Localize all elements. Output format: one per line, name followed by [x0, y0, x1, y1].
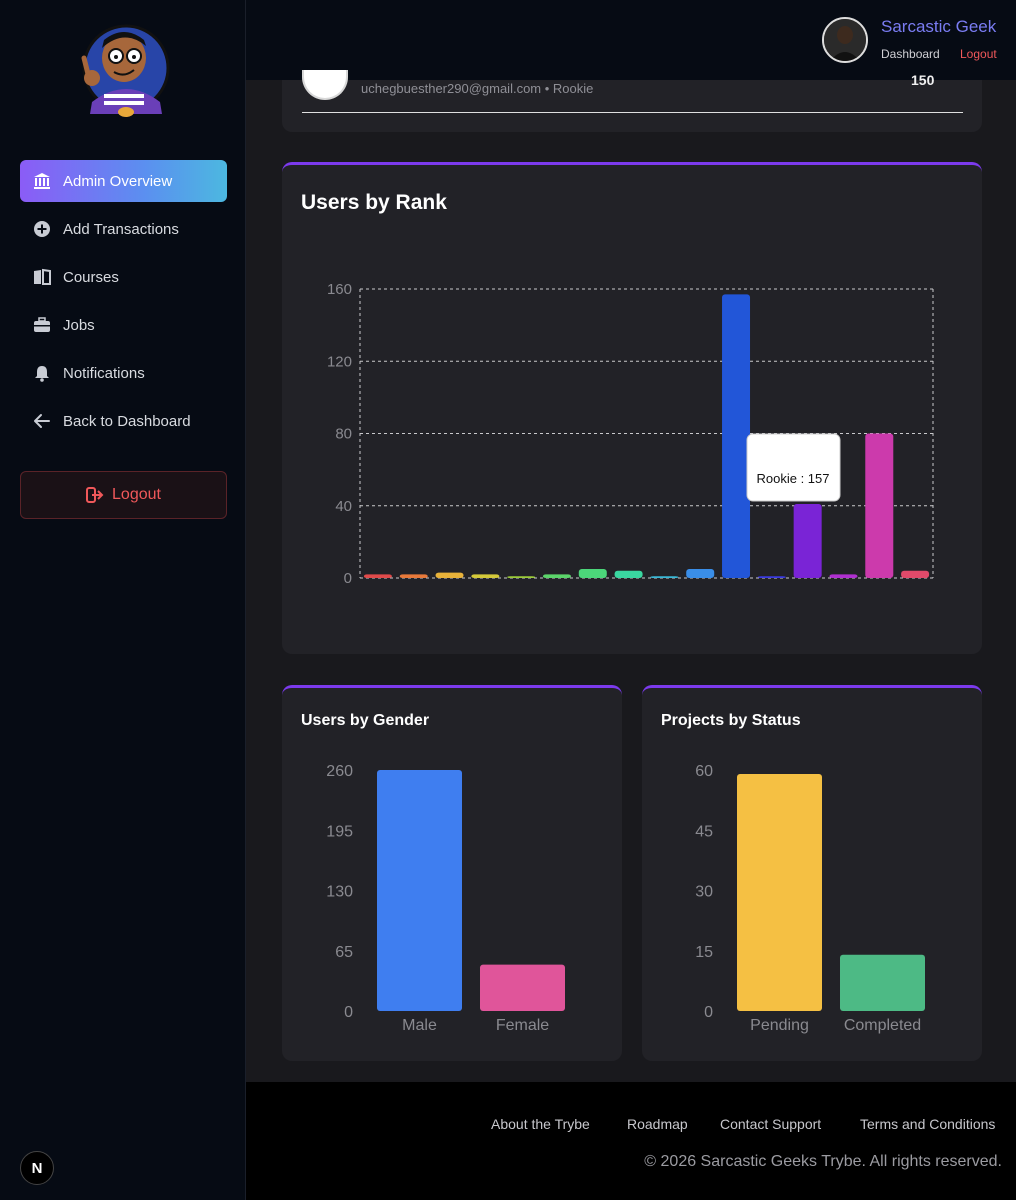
rank-bar: [793, 503, 822, 578]
divider: [302, 112, 963, 113]
sidebar-item-label: Admin Overview: [63, 172, 173, 190]
chart-tooltip: Rookie : 157: [746, 433, 841, 502]
projects-by-status-chart: 0 15 30 45 60 Pending Completed: [695, 763, 925, 1034]
plus-circle-icon: [32, 219, 52, 239]
sidebar-item-courses[interactable]: Courses: [20, 256, 227, 298]
footer: [246, 1082, 1016, 1200]
tooltip-text: Rookie : 157: [757, 471, 830, 486]
x-tick-label: Female: [496, 1017, 549, 1034]
sidebar-item-add-transactions[interactable]: Add Transactions: [20, 208, 227, 250]
briefcase-icon: [32, 315, 52, 335]
user-value: 150: [911, 72, 935, 88]
bar: [377, 770, 462, 1011]
rank-bar: [757, 576, 786, 578]
bank-icon: [32, 171, 52, 191]
y-tick-label: 130: [326, 884, 353, 901]
rank-bar: [471, 574, 500, 578]
y-tick-label: 0: [344, 1004, 353, 1021]
tooltip-box: [746, 433, 841, 502]
sidebar-item-notifications[interactable]: Notifications: [20, 352, 227, 394]
rank-bar: [865, 433, 894, 578]
y-tick-label: 160: [327, 281, 352, 298]
bar: [737, 774, 822, 1011]
user-avatar: [302, 70, 348, 100]
sidebar: Admin Overview Add Transactions Courses …: [0, 0, 246, 1200]
rank-bar: [650, 576, 679, 578]
bell-icon: [32, 363, 52, 383]
book-icon: [32, 267, 52, 287]
y-tick-label: 45: [695, 823, 713, 840]
users-by-rank-card: Users by Rank 0 40 80 120 160 Rookie : 157: [282, 162, 982, 654]
user-name: Sarcastic Geek: [881, 17, 997, 36]
sidebar-item-label: Courses: [63, 268, 119, 286]
sidebar-nav: Admin Overview Add Transactions Courses …: [20, 160, 227, 448]
y-tick-label: 40: [335, 498, 352, 515]
sign-out-icon: [86, 487, 104, 503]
rank-bar: [614, 570, 643, 578]
footer-link-roadmap[interactable]: Roadmap: [627, 1116, 688, 1132]
sidebar-item-admin-overview[interactable]: Admin Overview: [20, 160, 227, 202]
arrow-left-icon: [32, 411, 52, 431]
x-tick-label: Male: [402, 1017, 437, 1034]
user-list-card: uchegbuesther290@gmail.com • Rookie 150: [282, 70, 982, 132]
users-by-gender-chart: 0 65 130 195 260 Male Female: [326, 763, 565, 1034]
rank-bar: [507, 576, 536, 578]
rank-bar: [578, 568, 607, 578]
bar: [840, 954, 925, 1011]
header-logout-link[interactable]: Logout: [960, 47, 997, 61]
top-header: [246, 0, 1016, 80]
sidebar-item-back-to-dashboard[interactable]: Back to Dashboard: [20, 400, 227, 442]
copyright: © 2026 Sarcastic Geeks Trybe. All rights…: [644, 1153, 1002, 1170]
footer-link-terms[interactable]: Terms and Conditions: [860, 1116, 996, 1132]
y-tick-label: 80: [335, 426, 352, 443]
x-tick-label: Completed: [844, 1017, 921, 1034]
rank-bar: [829, 574, 858, 578]
footer-link-about[interactable]: About the Trybe: [491, 1116, 590, 1132]
y-tick-label: 260: [326, 763, 353, 780]
users-by-gender-card: Users by Gender 0 65 130 195 260 Male Female: [282, 685, 622, 1061]
y-tick-label: 195: [326, 823, 353, 840]
sidebar-item-label: Add Transactions: [63, 220, 179, 238]
chart-title: Users by Rank: [301, 191, 447, 214]
y-tick-label: 0: [704, 1004, 713, 1021]
users-by-rank-chart: 0 40 80 120 160 Rookie : 157: [327, 281, 934, 587]
rank-bar: [901, 570, 930, 578]
n-badge[interactable]: N: [20, 1151, 54, 1185]
user-email: uchegbuesther290@gmail.com • Rookie: [361, 81, 594, 96]
rank-bar: [435, 572, 464, 578]
y-tick-label: 65: [335, 944, 353, 961]
footer-link-contact[interactable]: Contact Support: [720, 1116, 822, 1132]
sidebar-logout-button[interactable]: Logout: [20, 471, 227, 519]
y-tick-label: 120: [327, 353, 352, 370]
y-tick-label: 60: [695, 763, 713, 780]
x-tick-label: Pending: [750, 1017, 809, 1034]
rank-bar: [542, 574, 571, 578]
sidebar-item-label: Jobs: [63, 316, 95, 334]
sidebar-item-label: Back to Dashboard: [63, 412, 191, 430]
header-dashboard-link[interactable]: Dashboard: [881, 47, 940, 61]
chart-title: Users by Gender: [301, 712, 430, 729]
projects-by-status-card: Projects by Status 0 15 30 45 60 Pending Compl…: [642, 685, 982, 1061]
rank-bar: [399, 574, 428, 578]
rank-bar: [686, 568, 715, 578]
avatar[interactable]: [822, 17, 868, 63]
y-tick-label: 0: [344, 570, 352, 587]
y-tick-label: 15: [695, 944, 713, 961]
rank-bar: [722, 294, 751, 578]
rank-bar: [363, 574, 392, 578]
sidebar-item-jobs[interactable]: Jobs: [20, 304, 227, 346]
y-tick-label: 30: [695, 884, 713, 901]
logo: [81, 24, 170, 117]
sidebar-item-label: Notifications: [63, 364, 145, 382]
bar: [480, 964, 565, 1011]
chart-title: Projects by Status: [661, 712, 801, 729]
sidebar-logout-label: Logout: [112, 486, 161, 503]
